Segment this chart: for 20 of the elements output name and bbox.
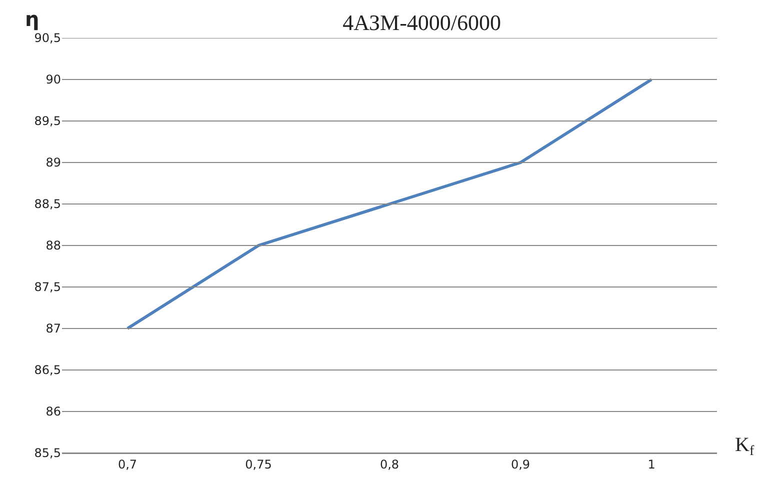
y-tick-label: 88 [46,238,61,253]
y-tick-label: 88,5 [34,197,61,212]
y-tick-label: 87 [46,322,61,336]
y-tick-label: 86 [46,404,61,419]
y-tick-label: 85,5 [34,446,61,460]
x-tick-label: 0,75 [245,457,272,472]
chart-title: 4АЗМ-4000/6000 [342,10,502,35]
x-tick-label: 0,8 [380,457,400,472]
x-tick-label: 1 [648,457,656,472]
y-tick-label: 90,5 [34,31,61,46]
y-tick-label: 87,5 [34,280,61,294]
y-axis-title: η [25,7,40,31]
line-series [126,78,653,330]
y-tick-label: 89,5 [34,114,61,128]
x-tick-label: 0,9 [510,457,530,472]
y-tick-label: 86,5 [34,363,61,378]
y-tick-label: 89 [46,156,61,170]
y-tick-label: 90 [46,72,61,87]
x-tick-label: 0,7 [118,457,138,472]
x-axis-title: K$_{f}$ [735,434,754,460]
